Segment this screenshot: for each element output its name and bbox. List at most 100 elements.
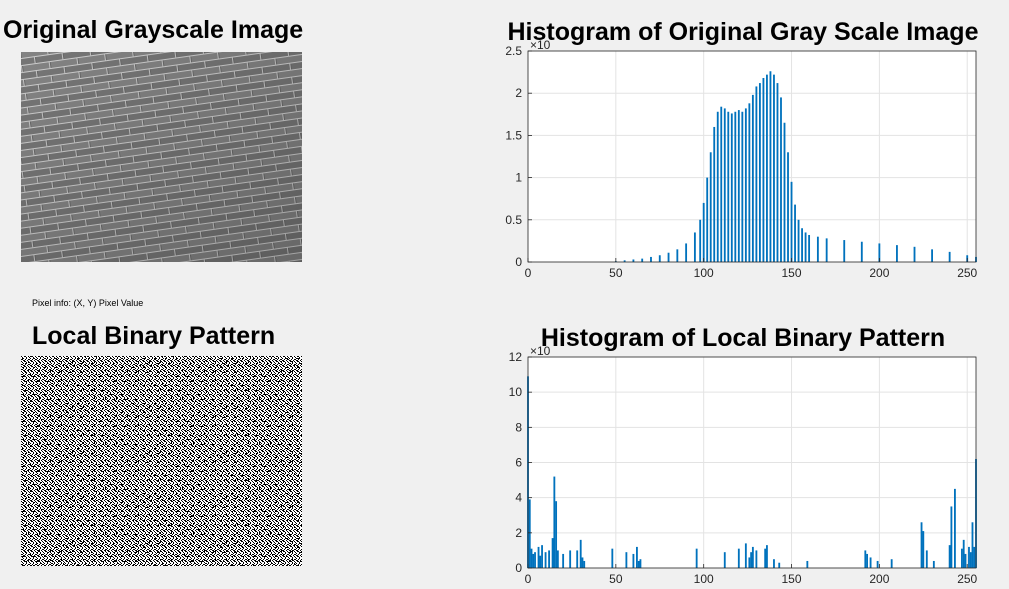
histogram-bar [762, 78, 765, 263]
chart-title: Histogram of Local Binary Pattern [541, 324, 945, 352]
lbp-image [21, 356, 302, 566]
histogram-bar [685, 243, 688, 262]
histogram-bar [544, 552, 547, 568]
histogram-bar [971, 522, 974, 568]
histogram-bar [632, 553, 635, 568]
histogram-bar [730, 113, 733, 263]
histogram-bar [583, 560, 586, 568]
chart-title: Histogram of Original Gray Scale Image [508, 18, 979, 46]
histogram-bar [755, 550, 758, 568]
histogram-bar [953, 488, 956, 568]
histogram-bar [778, 562, 781, 568]
histogram-bar [962, 539, 965, 568]
histogram-bar [713, 126, 716, 263]
histogram-bar [766, 74, 768, 262]
histogram-bar [750, 552, 753, 568]
histogram-bar [562, 553, 565, 568]
original-grayscale-image [21, 52, 302, 262]
histogram-bar [896, 245, 898, 262]
histogram-bar [528, 499, 531, 568]
histogram-bar [581, 557, 584, 568]
histogram-bar [769, 71, 772, 262]
histogram-bar [532, 553, 535, 568]
histogram-bar [576, 550, 579, 568]
histogram-bar [636, 546, 638, 568]
y-tick-label: 1.5 [505, 128, 522, 142]
histogram-bar [737, 548, 740, 568]
histogram-bar [806, 560, 809, 568]
histogram-bar [693, 232, 696, 262]
y-tick-label: 4 [515, 491, 522, 505]
histogram-bar [727, 111, 730, 262]
y-tick-label: 0 [515, 255, 522, 269]
histogram-bar [741, 111, 744, 262]
x-tick-label: 200 [869, 266, 889, 280]
histogram-bar [625, 552, 628, 568]
histogram-bar [878, 243, 881, 262]
histogram-bar [748, 103, 751, 262]
histogram-bar [744, 543, 747, 568]
y-tick-label: 0.5 [505, 213, 522, 227]
histogram-bar [931, 249, 933, 262]
histogram-bar [766, 545, 768, 568]
histogram-bar [744, 108, 747, 262]
histogram-bar [556, 550, 559, 568]
histogram-bar [751, 94, 754, 262]
histogram-bar [932, 560, 935, 568]
histogram-bar [695, 548, 698, 568]
histogram-bar [639, 559, 642, 568]
histogram-bar [702, 202, 705, 262]
histogram-bar [920, 522, 923, 568]
histogram-bar [801, 228, 803, 262]
histogram-bar [755, 86, 758, 262]
histogram-bar [876, 560, 879, 568]
histogram-bar [658, 255, 661, 262]
original-image-title: Original Grayscale Image [3, 16, 304, 44]
histogram-bar [804, 232, 807, 262]
gray-histogram-chart: 0 50 100 150 200 250 0 0.5 1 1.5 2 2.5 ×10 Histogram … [480, 14, 1009, 289]
histogram-bar [676, 249, 679, 262]
histogram-bar [539, 555, 542, 568]
histogram-bar [723, 552, 726, 568]
x-tick-label: 100 [694, 572, 714, 586]
histogram-bar [699, 219, 702, 262]
x-tick-label: 200 [869, 572, 889, 586]
histogram-bar [866, 553, 868, 568]
histogram-bar [869, 557, 872, 568]
histogram-bar [748, 557, 751, 568]
x-tick-label: 150 [782, 572, 802, 586]
y-tick-label: 10 [509, 385, 523, 399]
axes-box [527, 50, 977, 263]
x-tick-label: 0 [525, 266, 532, 280]
histogram-bar [961, 548, 963, 568]
histogram-bar [973, 546, 976, 568]
histogram-bar [948, 545, 951, 568]
x-tick-label: 100 [694, 266, 714, 280]
histogram-bar [843, 240, 846, 262]
histogram-bar [758, 83, 761, 263]
histogram-bar [913, 246, 916, 262]
histogram-bar [968, 546, 970, 568]
histogram-bar [548, 550, 551, 568]
histogram-bar [569, 550, 572, 568]
histogram-bar [537, 546, 540, 568]
y-tick-label: 2 [515, 86, 522, 100]
histogram-bar [623, 260, 626, 262]
histogram-bar [780, 97, 782, 262]
histogram-bar [751, 546, 754, 568]
histogram-bar [716, 111, 719, 262]
histogram-bar [860, 241, 863, 262]
histogram-bar [790, 181, 793, 262]
histogram-bar [922, 531, 925, 568]
y-tick-label: 12 [509, 350, 523, 364]
y-tick-label: 2.5 [505, 44, 522, 58]
histogram-bar [637, 560, 640, 568]
histogram-bar [948, 251, 951, 262]
histogram-bar [787, 152, 789, 262]
x-tick-label: 0 [525, 572, 532, 586]
histogram-bar [737, 110, 740, 262]
histogram-bar [776, 83, 779, 263]
pixel-info-text: Pixel info: (X, Y) Pixel Value [32, 298, 144, 308]
histogram-bar [797, 219, 800, 262]
lbp-image-title: Local Binary Pattern [32, 322, 276, 350]
